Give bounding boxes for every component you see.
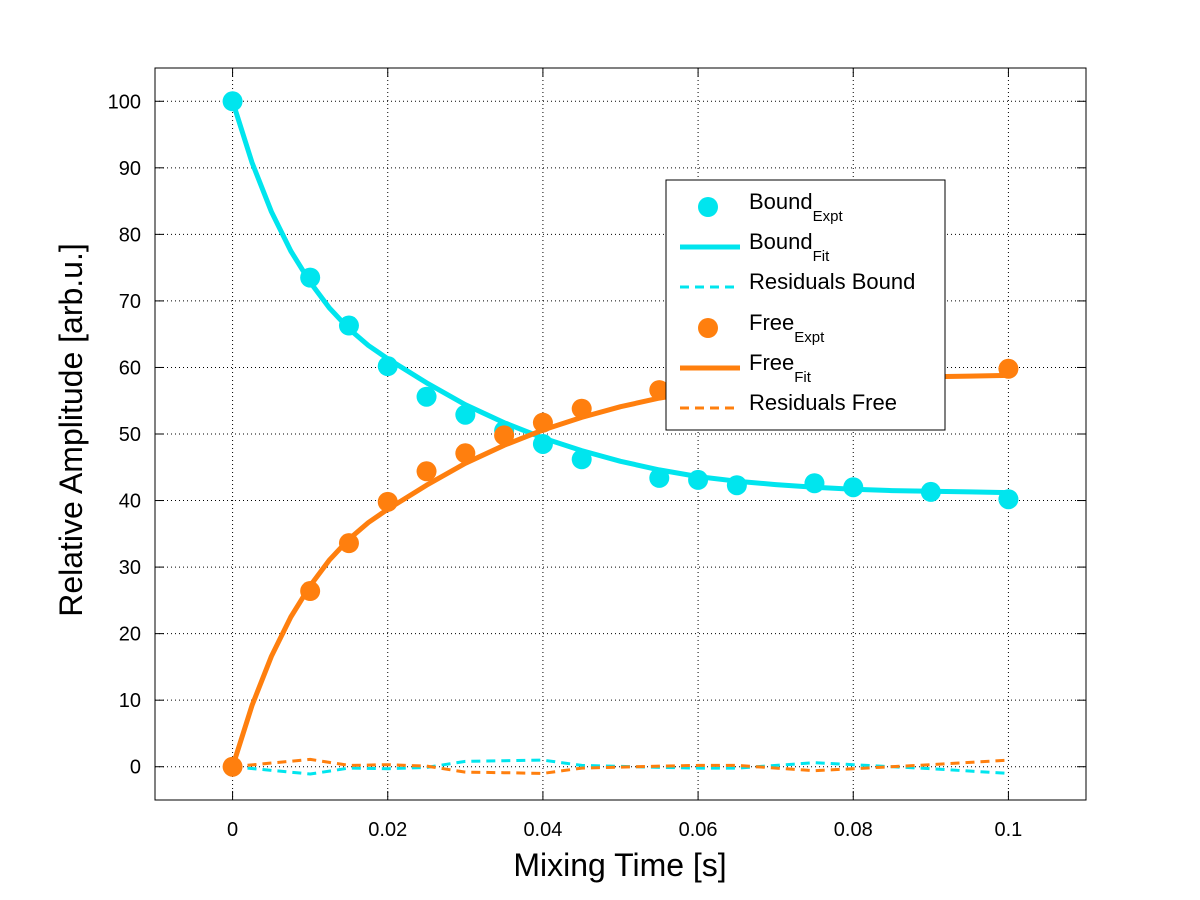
y-tick-labels: 0 10 20 30 40 50 60 70 80 90 100 bbox=[108, 91, 141, 778]
free-expt-point bbox=[416, 461, 437, 482]
bound-expt-point bbox=[920, 481, 941, 502]
bound-expt-point bbox=[455, 404, 476, 425]
bound-expt-point bbox=[300, 267, 321, 288]
x-tick-labels: 0 0.02 0.04 0.06 0.08 0.1 bbox=[227, 819, 1022, 841]
free-expt-point bbox=[338, 533, 359, 554]
free-expt-point bbox=[532, 412, 553, 433]
free-expt-point bbox=[649, 380, 670, 401]
legend-bound_expt-marker bbox=[698, 197, 718, 217]
x-tick-label: 0 bbox=[227, 819, 238, 841]
residuals-bound-line bbox=[232, 758, 1009, 776]
bound-expt-point bbox=[726, 475, 747, 496]
y-tick-label: 40 bbox=[119, 491, 141, 513]
free-expt-point bbox=[377, 491, 398, 512]
bound-expt-point bbox=[688, 469, 709, 490]
free-expt-point bbox=[494, 425, 515, 446]
x-tick-label: 0.08 bbox=[834, 819, 873, 841]
y-tick-label: 0 bbox=[130, 757, 141, 779]
legend-resid_free-label: Residuals Free bbox=[749, 390, 897, 415]
plot-area bbox=[155, 68, 1086, 800]
legend-bound_expt-label: BoundExpt bbox=[749, 189, 843, 225]
bound-expt-point bbox=[377, 356, 398, 377]
x-tick-label: 0.02 bbox=[368, 819, 407, 841]
legend-free_expt-label: FreeExpt bbox=[749, 310, 825, 346]
legend-box bbox=[665, 179, 946, 431]
legend: BoundExpt BoundFit Residuals Bound FreeExpt… bbox=[665, 179, 946, 431]
x-tick-label: 0.04 bbox=[523, 819, 562, 841]
y-tick-label: 70 bbox=[119, 291, 141, 313]
bound-expt-point bbox=[338, 315, 359, 336]
x-tick-label: 0.1 bbox=[995, 819, 1023, 841]
free-expt-point bbox=[222, 756, 243, 777]
bound-expt-point bbox=[804, 473, 825, 494]
bound-expt-point bbox=[532, 433, 553, 454]
y-tick-label: 30 bbox=[119, 557, 141, 579]
legend-free_fit-label: FreeFit bbox=[749, 350, 812, 386]
bound-expt-point bbox=[571, 449, 592, 470]
y-axis-label: Relative Amplitude [arb.u.] bbox=[53, 243, 89, 617]
x-axis-label: Mixing Time [s] bbox=[513, 847, 726, 883]
bound-expt-point bbox=[649, 467, 670, 488]
y-tick-label: 10 bbox=[119, 690, 141, 712]
bound-expt-point bbox=[998, 489, 1019, 510]
legend-bound_fit-label: BoundFit bbox=[749, 229, 830, 265]
bound-expt-point bbox=[222, 91, 243, 112]
y-tick-label: 80 bbox=[119, 224, 141, 246]
x-tick-label: 0.06 bbox=[679, 819, 718, 841]
y-tick-label: 90 bbox=[119, 158, 141, 180]
free-expt-point bbox=[571, 398, 592, 419]
bound-expt-point bbox=[843, 477, 864, 498]
y-tick-label: 20 bbox=[119, 624, 141, 646]
y-tick-label: 60 bbox=[119, 357, 141, 379]
y-tick-label: 100 bbox=[108, 91, 141, 113]
bound-expt-point bbox=[416, 386, 437, 407]
legend-free_expt-marker bbox=[698, 318, 718, 338]
free-expt-point bbox=[455, 443, 476, 464]
free-expt-point bbox=[998, 358, 1019, 379]
legend-resid_bound-label: Residuals Bound bbox=[749, 269, 915, 294]
free-expt-point bbox=[300, 581, 321, 602]
residuals-free-line bbox=[232, 757, 1009, 775]
y-tick-label: 50 bbox=[119, 424, 141, 446]
ticks bbox=[155, 68, 1086, 800]
